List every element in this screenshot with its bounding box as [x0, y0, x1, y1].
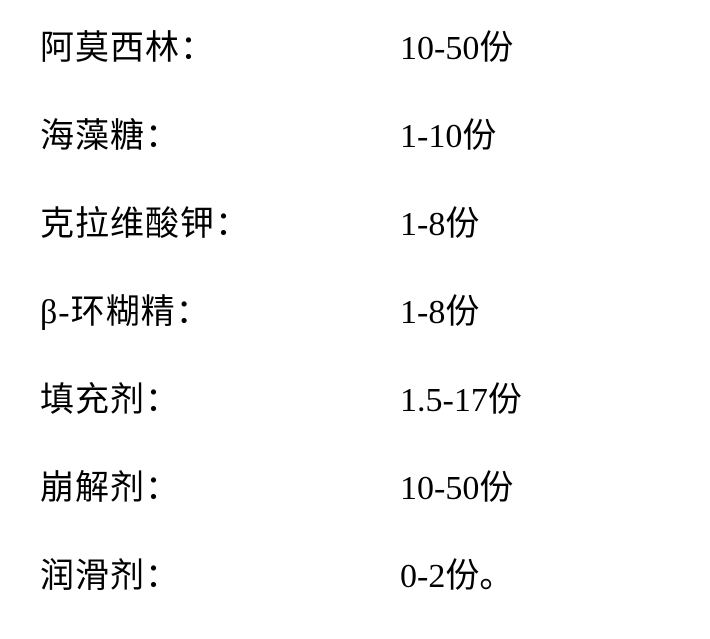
- table-row: 填充剂： 1.5-17份: [40, 372, 670, 412]
- ingredient-label: 阿莫西林：: [40, 20, 400, 69]
- ingredient-label: β-环糊精：: [40, 284, 400, 333]
- ingredient-value: 1-8份: [400, 284, 479, 333]
- ingredient-value: 0-2份。: [400, 548, 513, 597]
- ingredient-value: 1-10份: [400, 108, 496, 157]
- ingredient-label: 克拉维酸钾：: [40, 196, 400, 245]
- ingredient-value: 10-50份: [400, 460, 513, 509]
- ingredient-label: 润滑剂：: [40, 548, 400, 597]
- ingredient-table: 阿莫西林： 10-50份 海藻糖： 1-10份 克拉维酸钾： 1-8份 β-环糊…: [40, 20, 670, 588]
- table-row: 海藻糖： 1-10份: [40, 108, 670, 148]
- ingredient-label: 海藻糖：: [40, 108, 400, 157]
- ingredient-value: 1-8份: [400, 196, 479, 245]
- ingredient-label: 崩解剂：: [40, 460, 400, 509]
- table-row: β-环糊精： 1-8份: [40, 284, 670, 324]
- table-row: 克拉维酸钾： 1-8份: [40, 196, 670, 236]
- ingredient-value: 1.5-17份: [400, 372, 522, 421]
- ingredient-value: 10-50份: [400, 20, 513, 69]
- table-row: 润滑剂： 0-2份。: [40, 548, 670, 588]
- ingredient-label: 填充剂：: [40, 372, 400, 421]
- table-row: 崩解剂： 10-50份: [40, 460, 670, 500]
- table-row: 阿莫西林： 10-50份: [40, 20, 670, 60]
